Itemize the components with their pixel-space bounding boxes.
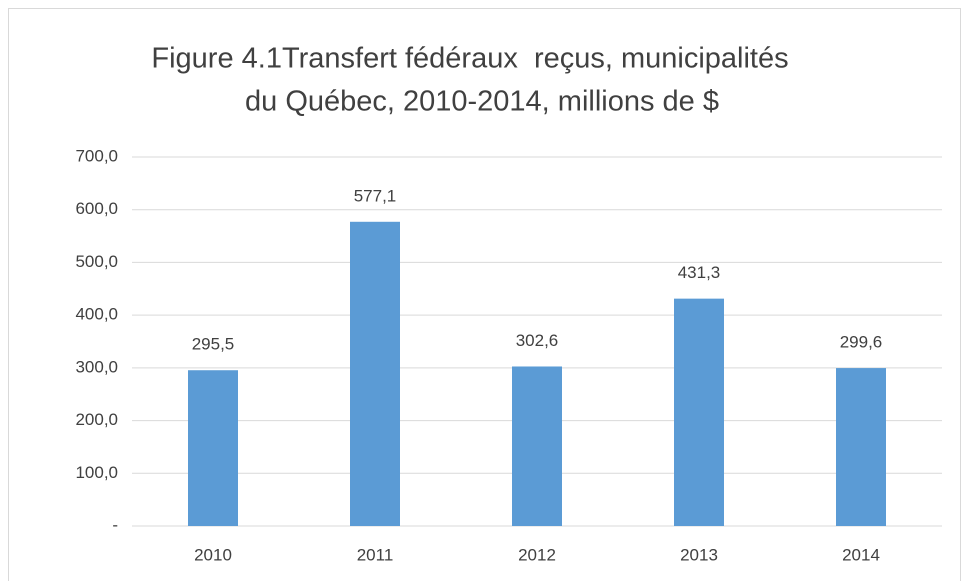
bar <box>836 368 886 526</box>
y-tick-label: 200,0 <box>75 410 118 429</box>
chart-border <box>8 8 961 586</box>
x-tick-label: 2014 <box>842 545 880 564</box>
y-tick-label: - <box>112 515 118 534</box>
y-tick-label: 300,0 <box>75 357 118 376</box>
bar <box>512 366 562 526</box>
y-tick-label: 400,0 <box>75 305 118 324</box>
y-tick-label: 100,0 <box>75 463 118 482</box>
value-label: 431,3 <box>678 263 721 282</box>
x-tick-label: 2010 <box>194 545 232 564</box>
y-tick-label: 500,0 <box>75 252 118 271</box>
y-tick-label: 600,0 <box>75 199 118 218</box>
value-label: 302,6 <box>516 331 559 350</box>
value-label: 299,6 <box>840 333 883 352</box>
bar <box>188 370 238 526</box>
x-tick-label: 2013 <box>680 545 718 564</box>
x-tick-label: 2012 <box>518 545 556 564</box>
value-label: 577,1 <box>354 186 397 205</box>
chart-title: Figure 4.1Transfert fédéraux reçus, muni… <box>151 43 788 75</box>
x-tick-label: 2011 <box>357 545 394 564</box>
value-label: 295,5 <box>192 335 235 354</box>
bar <box>350 221 400 526</box>
chart-title: du Québec, 2010-2014, millions de $ <box>245 86 719 118</box>
y-tick-label: 700,0 <box>75 146 118 165</box>
bar <box>674 298 724 526</box>
